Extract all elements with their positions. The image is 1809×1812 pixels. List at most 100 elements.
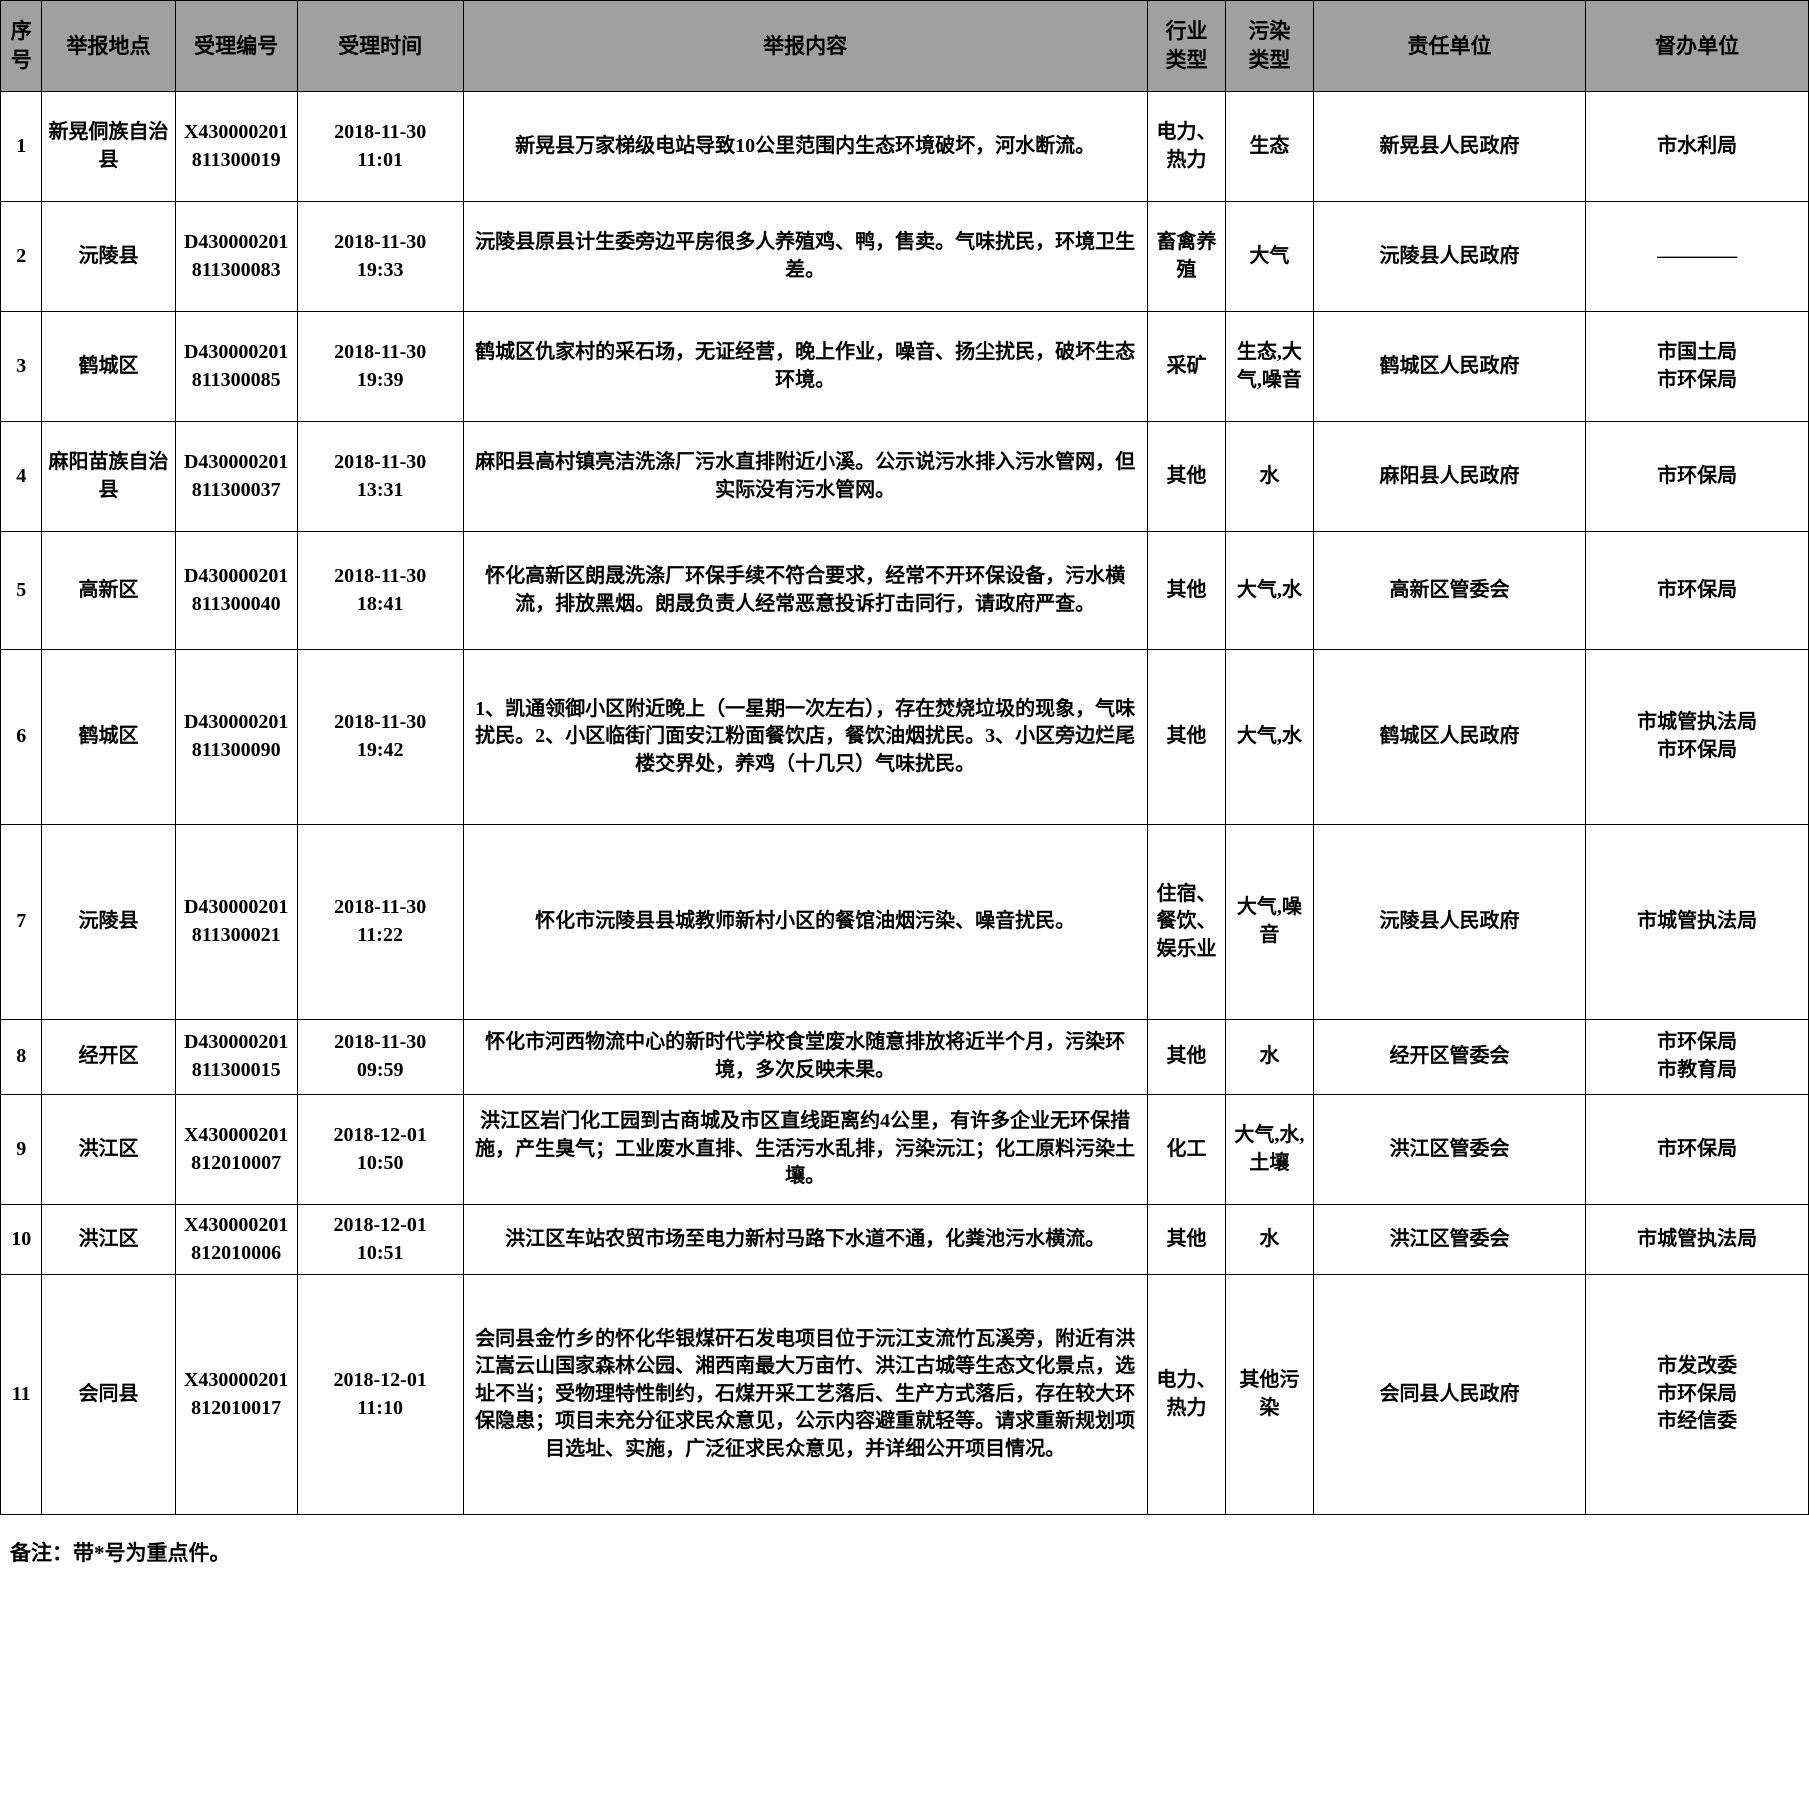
table-row: 2 沅陵县 D430000201811300083 2018-11-30 19:33 沅… <box>0 201 1809 312</box>
row-responsible-unit: 高新区管委会 <box>1312 531 1587 650</box>
header-report-content: 举报内容 <box>462 0 1148 92</box>
row-report-place: 鹤城区 <box>41 311 176 422</box>
table-row: 7 沅陵县 D430000201811300021 2018-11-30 11:22 怀… <box>0 824 1809 1020</box>
row-acceptance-time: 2018-12-01 10:50 <box>296 1094 464 1205</box>
row-responsible-unit: 鹤城区人民政府 <box>1312 649 1587 825</box>
header-responsible-unit: 责任单位 <box>1312 0 1587 92</box>
row-acceptance-number: D430000201811300090 <box>174 649 298 825</box>
row-industry-type: 电力、热力 <box>1146 1274 1227 1515</box>
header-acceptance-time: 受理时间 <box>296 0 464 92</box>
row-industry-type: 其他 <box>1146 1204 1227 1275</box>
table-row: 1 新晃侗族自治县 X430000201811300019 2018-11-30 11… <box>0 91 1809 202</box>
table-row: 11 会同县 X430000201812010017 2018-12-01 11:10… <box>0 1274 1809 1515</box>
row-pollution-type: 大气,水 <box>1225 531 1314 650</box>
header-pollution-type: 污染 类型 <box>1225 0 1314 92</box>
row-sequence-number: 7 <box>0 824 43 1020</box>
table-row: 5 高新区 D430000201811300040 2018-11-30 18:41 怀… <box>0 531 1809 650</box>
row-industry-type: 电力、热力 <box>1146 91 1227 202</box>
row-report-content: 怀化市沅陵县县城教师新村小区的餐馆油烟污染、噪音扰民。 <box>462 824 1148 1020</box>
row-report-place: 沅陵县 <box>41 824 176 1020</box>
row-sequence-number: 5 <box>0 531 43 650</box>
row-sequence-number: 10 <box>0 1204 43 1275</box>
row-acceptance-number: X430000201812010006 <box>174 1204 298 1275</box>
row-report-place: 会同县 <box>41 1274 176 1515</box>
row-supervising-unit: 市环保局 <box>1585 421 1809 532</box>
row-pollution-type: 其他污染 <box>1225 1274 1314 1515</box>
row-acceptance-time: 2018-11-30 11:01 <box>296 91 464 202</box>
row-report-content: 沅陵县原县计生委旁边平房很多人养殖鸡、鸭，售卖。气味扰民，环境卫生差。 <box>462 201 1148 312</box>
row-supervising-unit: 市水利局 <box>1585 91 1809 202</box>
header-supervising-unit: 督办单位 <box>1585 0 1809 92</box>
row-report-content: 洪江区岩门化工园到古商城及市区直线距离约4公里，有许多企业无环保措施，产生臭气；… <box>462 1094 1148 1205</box>
row-report-place: 鹤城区 <box>41 649 176 825</box>
row-pollution-type: 生态,大气,噪音 <box>1225 311 1314 422</box>
row-pollution-type: 大气,噪音 <box>1225 824 1314 1020</box>
row-industry-type: 畜禽养殖 <box>1146 201 1227 312</box>
row-pollution-type: 水 <box>1225 1204 1314 1275</box>
row-report-place: 新晃侗族自治县 <box>41 91 176 202</box>
row-industry-type: 其他 <box>1146 421 1227 532</box>
row-supervising-unit: 市发改委 市环保局 市经信委 <box>1585 1274 1809 1515</box>
table-body: 1 新晃侗族自治县 X430000201811300019 2018-11-30 11… <box>0 91 1809 1515</box>
row-acceptance-number: D430000201811300040 <box>174 531 298 650</box>
header-industry-type: 行业 类型 <box>1146 0 1227 92</box>
row-pollution-type: 大气,水 <box>1225 649 1314 825</box>
row-sequence-number: 2 <box>0 201 43 312</box>
row-supervising-unit: 市城管执法局 <box>1585 824 1809 1020</box>
row-responsible-unit: 新晃县人民政府 <box>1312 91 1587 202</box>
table-row: 4 麻阳苗族自治县 D430000201811300037 2018-11-30 13… <box>0 421 1809 532</box>
row-acceptance-time: 2018-11-30 19:33 <box>296 201 464 312</box>
row-supervising-unit: 市环保局 <box>1585 1094 1809 1205</box>
row-acceptance-number: D430000201811300015 <box>174 1019 298 1095</box>
row-report-place: 高新区 <box>41 531 176 650</box>
row-supervising-unit: 市环保局 市教育局 <box>1585 1019 1809 1095</box>
row-report-content: 麻阳县高村镇亮洁洗涤厂污水直排附近小溪。公示说污水排入污水管网，但实际没有污水管… <box>462 421 1148 532</box>
row-acceptance-number: X430000201812010017 <box>174 1274 298 1515</box>
row-acceptance-number: D430000201811300085 <box>174 311 298 422</box>
row-report-place: 洪江区 <box>41 1204 176 1275</box>
row-report-content: 新晃县万家梯级电站导致10公里范围内生态环境破坏，河水断流。 <box>462 91 1148 202</box>
row-responsible-unit: 鹤城区人民政府 <box>1312 311 1587 422</box>
row-pollution-type: 水 <box>1225 421 1314 532</box>
row-supervising-unit: 市城管执法局 市环保局 <box>1585 649 1809 825</box>
row-responsible-unit: 会同县人民政府 <box>1312 1274 1587 1515</box>
row-report-content: 洪江区车站农贸市场至电力新村马路下水道不通，化粪池污水横流。 <box>462 1204 1148 1275</box>
row-report-content: 1、凯通领御小区附近晚上（一星期一次左右），存在焚烧垃圾的现象，气味扰民。2、小… <box>462 649 1148 825</box>
row-pollution-type: 大气,水,土壤 <box>1225 1094 1314 1205</box>
row-acceptance-time: 2018-11-30 19:42 <box>296 649 464 825</box>
complaint-report-table: 序 号 举报地点 受理编号 受理时间 举报内容 行业 类型 污染 类型 责任单位… <box>0 0 1809 1515</box>
row-supervising-unit: 市环保局 <box>1585 531 1809 650</box>
table-header-row: 序 号 举报地点 受理编号 受理时间 举报内容 行业 类型 污染 类型 责任单位… <box>0 0 1809 92</box>
row-sequence-number: 11 <box>0 1274 43 1515</box>
row-industry-type: 其他 <box>1146 531 1227 650</box>
row-acceptance-number: D430000201811300037 <box>174 421 298 532</box>
row-industry-type: 化工 <box>1146 1094 1227 1205</box>
row-report-content: 怀化市河西物流中心的新时代学校食堂废水随意排放将近半个月，污染环境，多次反映未果… <box>462 1019 1148 1095</box>
row-report-place: 经开区 <box>41 1019 176 1095</box>
row-acceptance-number: D430000201811300083 <box>174 201 298 312</box>
row-acceptance-time: 2018-11-30 19:39 <box>296 311 464 422</box>
table-row: 10 洪江区 X430000201812010006 2018-12-01 10:51… <box>0 1204 1809 1275</box>
row-supervising-unit: 市城管执法局 <box>1585 1204 1809 1275</box>
row-industry-type: 其他 <box>1146 1019 1227 1095</box>
row-report-content: 会同县金竹乡的怀化华银煤矸石发电项目位于沅江支流竹瓦溪旁，附近有洪江嵩云山国家森… <box>462 1274 1148 1515</box>
row-pollution-type: 生态 <box>1225 91 1314 202</box>
row-sequence-number: 9 <box>0 1094 43 1205</box>
row-responsible-unit: 经开区管委会 <box>1312 1019 1587 1095</box>
row-report-content: 鹤城区仇家村的采石场，无证经营，晚上作业，噪音、扬尘扰民，破坏生态环境。 <box>462 311 1148 422</box>
row-acceptance-time: 2018-11-30 13:31 <box>296 421 464 532</box>
row-sequence-number: 3 <box>0 311 43 422</box>
row-acceptance-time: 2018-11-30 11:22 <box>296 824 464 1020</box>
row-report-place: 麻阳苗族自治县 <box>41 421 176 532</box>
row-industry-type: 其他 <box>1146 649 1227 825</box>
row-sequence-number: 6 <box>0 649 43 825</box>
row-acceptance-number: X430000201811300019 <box>174 91 298 202</box>
row-responsible-unit: 麻阳县人民政府 <box>1312 421 1587 532</box>
row-sequence-number: 4 <box>0 421 43 532</box>
row-acceptance-time: 2018-12-01 11:10 <box>296 1274 464 1515</box>
row-acceptance-time: 2018-11-30 09:59 <box>296 1019 464 1095</box>
header-seq: 序 号 <box>0 0 43 92</box>
table-row: 9 洪江区 X430000201812010007 2018-12-01 10:50 洪… <box>0 1094 1809 1205</box>
row-industry-type: 住宿、餐饮、娱乐业 <box>1146 824 1227 1020</box>
row-report-place: 洪江区 <box>41 1094 176 1205</box>
